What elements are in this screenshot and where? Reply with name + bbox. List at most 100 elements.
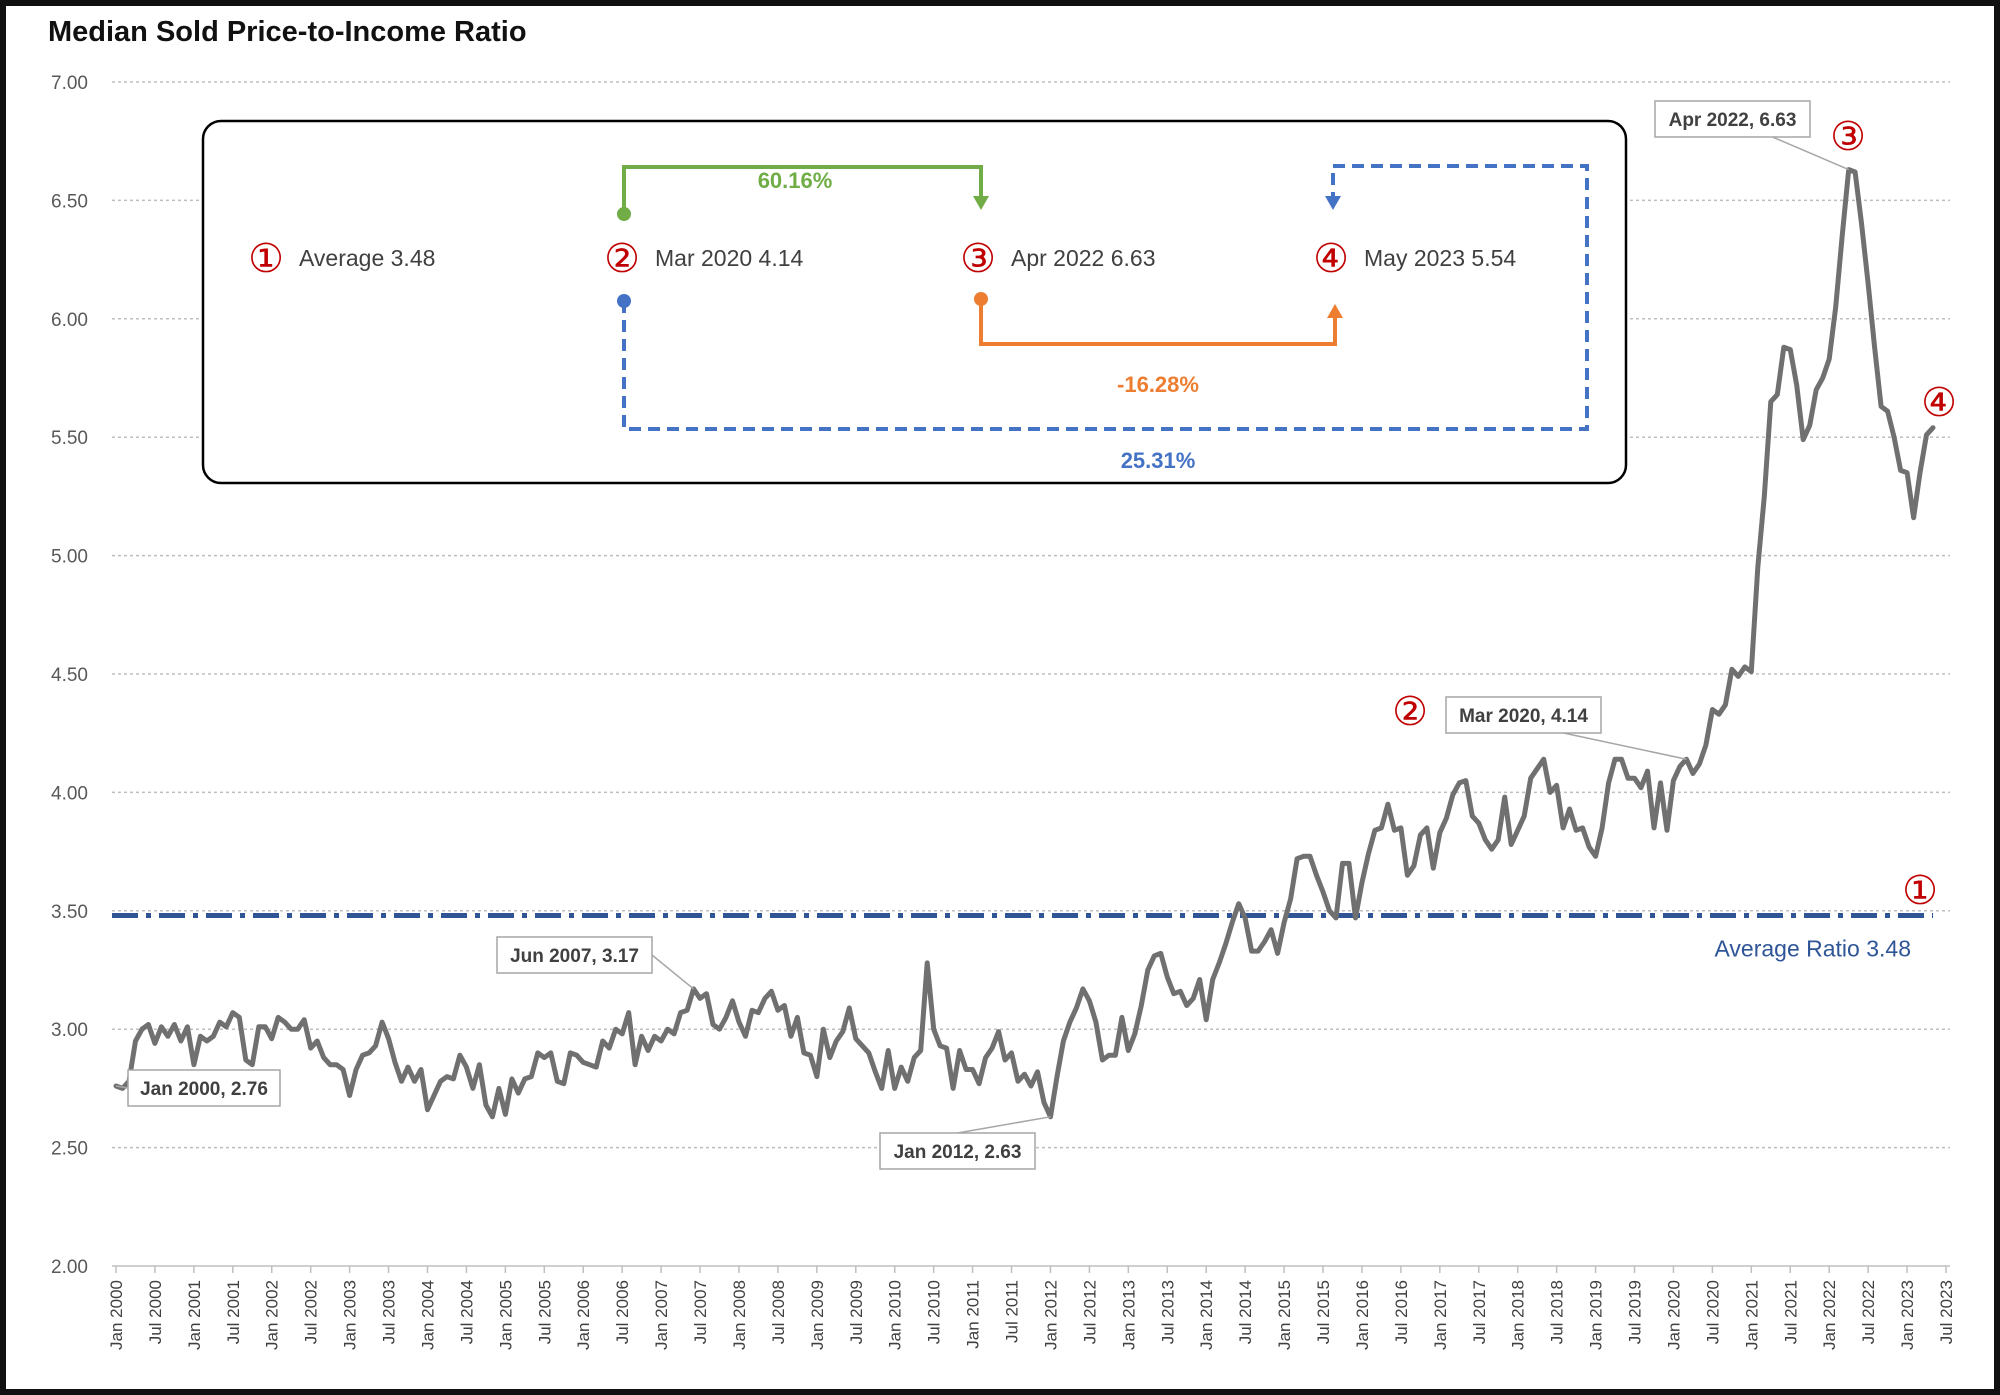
x-tick-label: Jul 2001 — [224, 1280, 243, 1344]
x-tick-label: Jul 2016 — [1392, 1280, 1411, 1344]
x-tick-label: Jul 2021 — [1781, 1280, 1800, 1344]
arrowhead-blue — [1325, 196, 1341, 210]
x-tick-label: Jul 2000 — [146, 1280, 165, 1344]
x-tick-label: Jan 2020 — [1664, 1280, 1683, 1350]
average-line-group: Average Ratio 3.48 — [112, 913, 1934, 962]
callout-box — [496, 936, 653, 974]
box-item-label: Apr 2022 6.63 — [1011, 245, 1156, 271]
x-tick-label: Jul 2013 — [1158, 1280, 1177, 1344]
x-tick-label: Jan 2002 — [263, 1280, 282, 1350]
arrow-orange — [979, 299, 1337, 346]
x-tick-label: Jan 2003 — [341, 1280, 360, 1350]
x-tick-label: Jan 2017 — [1431, 1280, 1450, 1350]
callout-box — [879, 1132, 1036, 1170]
y-tick-label: 3.00 — [51, 1020, 88, 1041]
callout-leader — [957, 1116, 1051, 1134]
arrow-green — [622, 165, 983, 214]
box-item-label: May 2023 5.54 — [1364, 245, 1516, 271]
callouts: Jan 2000, 2.76 Jun 2007, 3.17 Jan 2012, 2.… — [115, 100, 1849, 1170]
box-item-label: Average 3.48 — [299, 245, 435, 271]
x-tick-label: Jul 2005 — [535, 1280, 554, 1344]
y-tick-label: 4.50 — [51, 665, 88, 686]
box-marker-1: ① — [248, 237, 284, 281]
x-tick-label: Jan 2008 — [730, 1280, 749, 1350]
average-line-label: Average Ratio 3.48 — [1715, 936, 1912, 962]
box-marker-3: ③ — [960, 237, 996, 281]
x-tick-label: Jan 2007 — [652, 1280, 671, 1350]
x-tick-label: Jan 2006 — [574, 1280, 593, 1350]
box-marker-4: ④ — [1313, 237, 1349, 281]
marker-number-4: ④ — [1921, 381, 1957, 425]
x-tick-label: Jan 2010 — [886, 1280, 905, 1350]
x-tick-label: Jul 2019 — [1626, 1280, 1645, 1344]
callout-label: Mar 2020, 4.14 — [1459, 706, 1588, 727]
x-tick-label: Jan 2012 — [1041, 1280, 1060, 1350]
x-tick-label: Jul 2011 — [1003, 1280, 1022, 1343]
callout-leader — [1772, 136, 1849, 171]
x-tick-label: Jan 2021 — [1742, 1280, 1761, 1350]
callout-box — [1445, 696, 1602, 734]
x-tick-label: Jul 2017 — [1470, 1280, 1489, 1344]
change-label-orange: -16.28% — [1117, 372, 1199, 397]
x-tick-label: Jul 2012 — [1080, 1280, 1099, 1344]
arrow-blue — [622, 164, 1589, 431]
callout-label: Jan 2000, 2.76 — [140, 1079, 268, 1100]
y-axis: 2.00 2.50 3.00 3.50 4.00 4.50 5.00 5.50 6.00 6.50… — [51, 73, 88, 1278]
y-tick-label: 3.50 — [51, 902, 88, 923]
change-label-green: 60.16% — [758, 168, 833, 193]
x-tick-label: Jan 2004 — [418, 1280, 437, 1350]
callout-leader — [115, 1085, 129, 1089]
x-tick-label: Jul 2009 — [847, 1280, 866, 1344]
numbered-markers: ① ② ③ ④ — [1392, 115, 1957, 913]
x-tick-label: Jul 2010 — [925, 1280, 944, 1344]
y-tick-label: 2.00 — [51, 1257, 88, 1278]
x-tick-label: Jan 2014 — [1197, 1280, 1216, 1350]
callout-box — [127, 1069, 281, 1107]
x-tick-label: Jan 2018 — [1509, 1280, 1528, 1350]
x-tick-label: Jul 2004 — [457, 1280, 476, 1344]
x-tick-label: Jan 2001 — [185, 1280, 204, 1350]
x-tick-label: Jul 2002 — [302, 1280, 321, 1344]
marker-number-1: ① — [1902, 869, 1938, 913]
callout-box — [1654, 100, 1811, 138]
box-marker-2: ② — [604, 237, 640, 281]
x-tick-label: Jan 2005 — [496, 1280, 515, 1350]
arrowhead-orange — [1327, 304, 1343, 318]
series-line — [113, 167, 1936, 1120]
x-tick-label: Jan 2013 — [1119, 1280, 1138, 1350]
x-tick-label: Jul 2003 — [380, 1280, 399, 1344]
marker-number-3: ③ — [1830, 115, 1866, 159]
x-tick-label: Jul 2022 — [1859, 1280, 1878, 1344]
x-tick-label: Jul 2014 — [1236, 1280, 1255, 1344]
x-tick-label: Jan 2009 — [808, 1280, 827, 1350]
x-tick-label: Jan 2011 — [964, 1280, 983, 1349]
x-tick-label: Jul 2020 — [1703, 1280, 1722, 1344]
y-tick-label: 2.50 — [51, 1139, 88, 1160]
x-tick-label: Jan 2000 — [107, 1280, 126, 1350]
box-item-label: Mar 2020 4.14 — [655, 245, 804, 271]
x-tick-label: Jan 2022 — [1820, 1280, 1839, 1350]
y-tick-label: 4.00 — [51, 783, 88, 804]
x-axis: Jan 2000 Jul 2000 Jan 2001 Jul 2001 Jan 2002… — [107, 1265, 1956, 1350]
arrowhead-green — [973, 196, 989, 210]
y-tick-label: 5.50 — [51, 428, 88, 449]
x-tick-label: Jul 2007 — [691, 1280, 710, 1344]
summary-box-border — [201, 119, 1628, 485]
x-tick-label: Jan 2016 — [1353, 1280, 1372, 1350]
x-tick-label: Jul 2015 — [1314, 1280, 1333, 1344]
y-tick-label: 7.00 — [51, 73, 88, 94]
x-tick-label: Jul 2023 — [1937, 1280, 1956, 1344]
series-line-group — [113, 167, 1936, 1120]
callout-label: Apr 2022, 6.63 — [1669, 110, 1797, 131]
x-tick-label: Jan 2019 — [1587, 1280, 1606, 1350]
y-tick-label: 6.00 — [51, 310, 88, 331]
x-tick-label: Jan 2015 — [1275, 1280, 1294, 1350]
y-tick-label: 5.00 — [51, 547, 88, 568]
x-tick-label: Jul 2006 — [613, 1280, 632, 1344]
callout-label: Jan 2012, 2.63 — [894, 1142, 1022, 1163]
x-tick-label: Jul 2008 — [769, 1280, 788, 1344]
chart-title: Median Sold Price-to-Income Ratio — [48, 16, 527, 48]
y-tick-label: 6.50 — [51, 191, 88, 212]
x-tick-label: Jan 2023 — [1898, 1280, 1917, 1350]
